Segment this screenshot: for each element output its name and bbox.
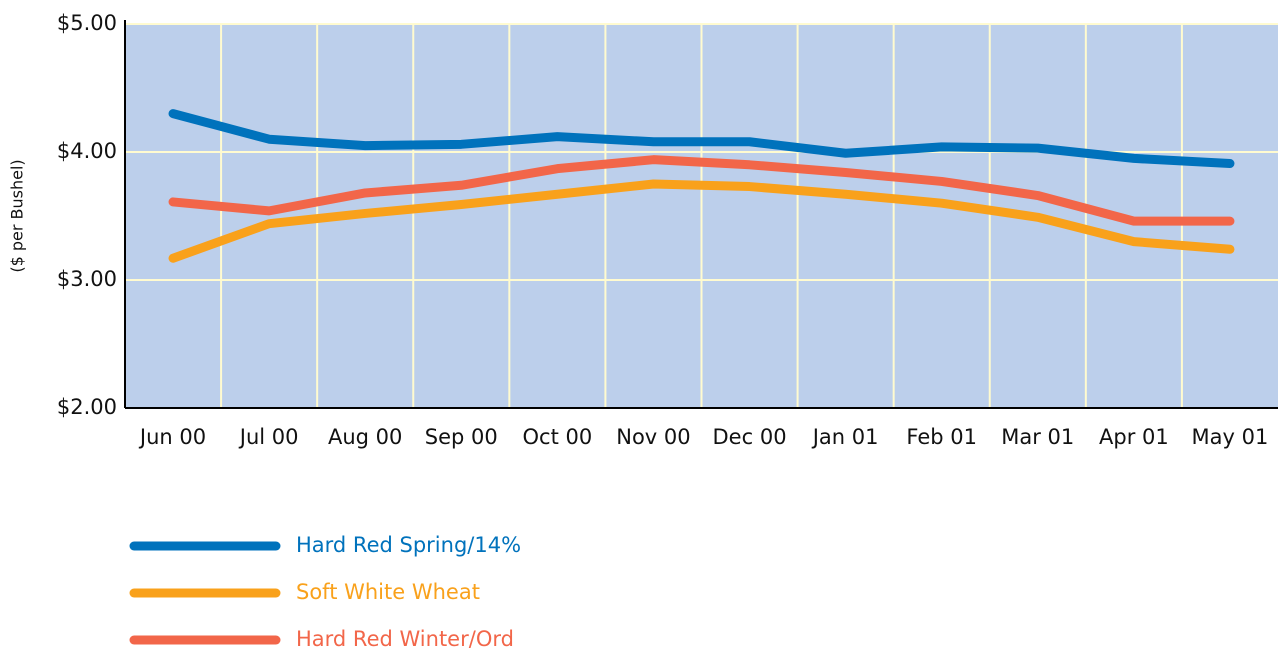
x-tick-label: Jan 01 <box>811 425 879 449</box>
x-tick-label: Feb 01 <box>906 425 977 449</box>
x-tick-label: Apr 01 <box>1099 425 1169 449</box>
y-tick-label: $5.00 <box>57 11 117 35</box>
y-tick-label: $3.00 <box>57 267 117 291</box>
series-line <box>168 109 1235 169</box>
x-tick-label: Nov 00 <box>616 425 690 449</box>
y-axis-label: ($ per Bushel) <box>8 159 27 272</box>
x-tick-label: Jul 00 <box>238 425 299 449</box>
legend-label: Hard Red Winter/Ord <box>296 627 514 650</box>
legend-label: Soft White Wheat <box>296 580 480 604</box>
series-line <box>168 155 1235 226</box>
x-tick-label: May 01 <box>1192 425 1269 449</box>
y-tick-label: $4.00 <box>57 139 117 163</box>
x-tick-label: Aug 00 <box>328 425 402 449</box>
legend-label: Hard Red Spring/14% <box>296 533 521 557</box>
series-line <box>168 179 1235 263</box>
y-tick-label: $2.00 <box>57 395 117 419</box>
x-tick-label: Jun 00 <box>138 425 206 449</box>
x-tick-label: Dec 00 <box>713 425 787 449</box>
x-tick-label: Oct 00 <box>523 425 593 449</box>
x-tick-label: Sep 00 <box>425 425 498 449</box>
x-tick-label: Mar 01 <box>1001 425 1074 449</box>
